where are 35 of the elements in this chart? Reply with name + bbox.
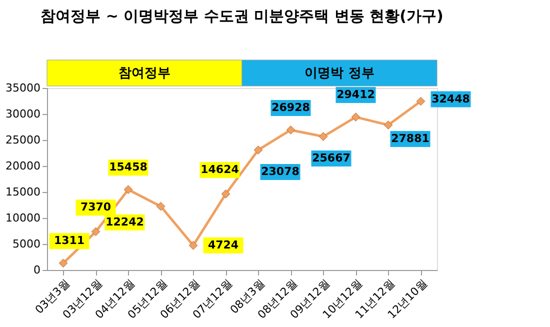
chart-title: 참여정부 ~ 이명박정부 수도권 미분양주택 변동 현황(가구) [40,6,444,25]
data-label: 1311 [54,234,85,248]
y-tick-label: 35000 [6,82,40,94]
y-tick-label: 0 [34,264,40,276]
y-tick-label: 30000 [6,108,40,120]
data-label: 27881 [391,132,430,146]
data-label: 14624 [200,162,240,176]
data-label: 12242 [106,215,144,228]
data-label: 29412 [336,88,375,102]
data-label: 32448 [432,92,470,106]
point [351,112,360,122]
y-tick-label: 15000 [6,186,40,198]
data-label: 7370 [80,200,112,214]
point [91,227,100,236]
y-tick-label: 10000 [6,212,40,224]
point [318,132,328,141]
point [124,185,133,194]
point [416,96,426,106]
point [221,190,230,198]
data-label: 23078 [261,164,300,178]
point [384,120,393,130]
point [254,146,263,154]
y-tick-label: 5000 [12,238,40,250]
y-tick-label: 20000 [6,160,40,172]
data-label: 26928 [272,100,310,114]
data-label: 25667 [312,152,350,165]
text: 참여정부 [118,66,170,81]
data-label: 15458 [109,160,148,174]
point [156,202,166,211]
y-tick-label: 25000 [6,134,40,146]
text: 이명박 정부 [304,66,374,81]
data-label: 4724 [208,238,239,252]
point [188,241,198,250]
point [286,126,296,134]
point [58,258,68,268]
